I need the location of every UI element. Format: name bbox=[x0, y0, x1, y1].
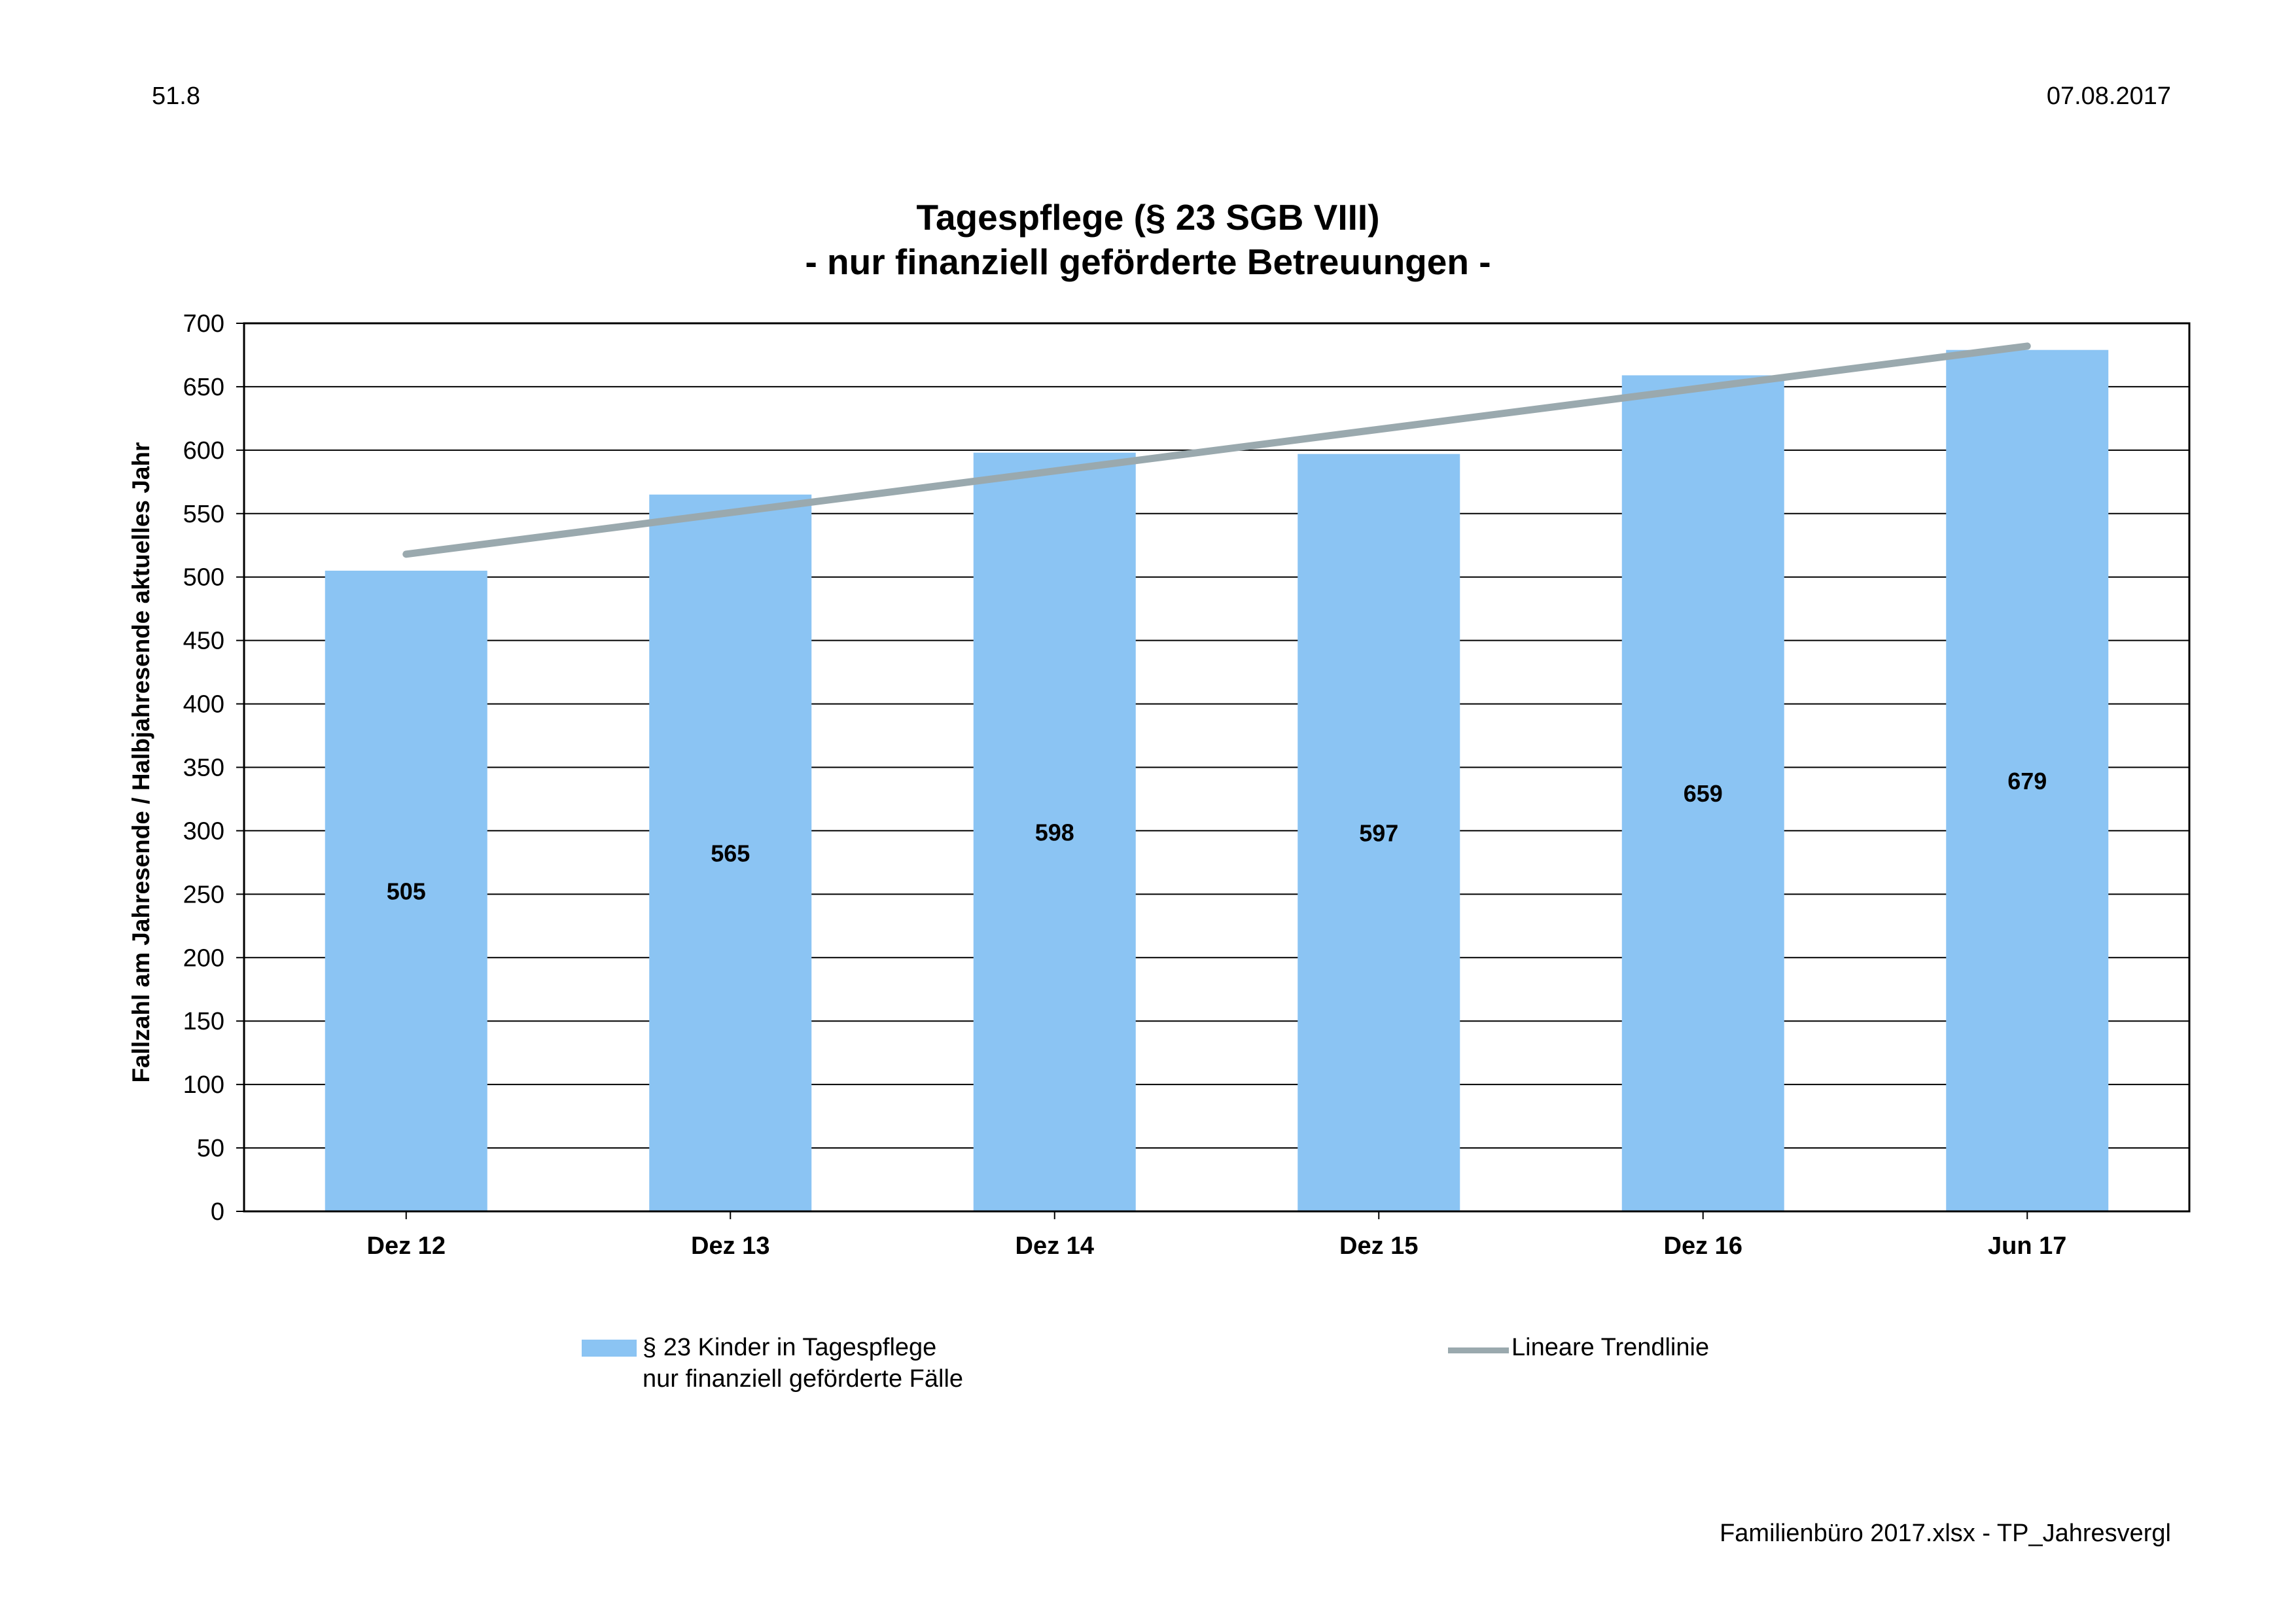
bar bbox=[973, 452, 1136, 1211]
y-tick-label: 400 bbox=[183, 691, 224, 719]
y-tick-label: 450 bbox=[183, 628, 224, 655]
chart-title: Tagespflege (§ 23 SGB VIII) bbox=[916, 197, 1380, 238]
y-tick-label: 50 bbox=[197, 1135, 224, 1162]
plot-frame bbox=[243, 322, 2191, 1213]
y-tick-label: 200 bbox=[183, 944, 224, 972]
bar-value-label: 597 bbox=[1359, 819, 1398, 846]
bar bbox=[1621, 375, 1784, 1211]
bar-value-label: 679 bbox=[2007, 768, 2047, 794]
y-tick-label: 300 bbox=[183, 817, 224, 845]
y-tick-label: 250 bbox=[183, 881, 224, 908]
page-number: 51.8 bbox=[152, 82, 200, 110]
x-tick-label: Jun 17 bbox=[1988, 1232, 2066, 1260]
chart-subtitle: - nur finanziell geförderte Betreuungen … bbox=[805, 241, 1491, 282]
trendline-layer bbox=[402, 342, 2031, 558]
x-tick-label: Dez 15 bbox=[1339, 1232, 1418, 1260]
data-labels: 505 565 598 597 659 679 bbox=[387, 768, 2047, 905]
bar-value-label: 565 bbox=[711, 840, 750, 866]
y-tick-label: 500 bbox=[183, 564, 224, 592]
y-tick-label: 150 bbox=[183, 1008, 224, 1035]
bar-value-label: 659 bbox=[1684, 780, 1723, 807]
legend-trendline-swatch bbox=[1448, 1347, 1509, 1353]
bar bbox=[325, 571, 487, 1211]
y-axis-label: Fallzahl am Jahresende / Halbjahresende … bbox=[128, 442, 154, 1083]
x-tick-label: Dez 16 bbox=[1664, 1232, 1742, 1260]
y-tick-label: 0 bbox=[211, 1198, 224, 1226]
y-tick-label: 550 bbox=[183, 501, 224, 528]
y-tick-label: 600 bbox=[183, 437, 224, 465]
y-tick-label: 700 bbox=[183, 310, 224, 338]
y-tick-label: 100 bbox=[183, 1071, 224, 1099]
legend-trendline-label: Lineare Trendlinie bbox=[1511, 1334, 1710, 1361]
x-tick-label: Dez 13 bbox=[691, 1232, 769, 1260]
page-date: 07.08.2017 bbox=[2046, 82, 2171, 110]
bar bbox=[1946, 349, 2109, 1212]
legend-bar-swatch bbox=[582, 1340, 637, 1357]
y-tick-label: 650 bbox=[183, 374, 224, 401]
grid-lines bbox=[244, 323, 2189, 1212]
trendline bbox=[402, 342, 2031, 558]
x-tick-label: Dez 12 bbox=[367, 1232, 446, 1260]
x-tick-label: Dez 14 bbox=[1016, 1232, 1094, 1260]
axes: 0 50 100 150 200 250 300 350 400 450 500 550 600 650 7… bbox=[183, 310, 2191, 1260]
y-tick-label: 350 bbox=[183, 755, 224, 782]
bar bbox=[1298, 454, 1460, 1211]
bar-value-label: 598 bbox=[1035, 819, 1074, 846]
bar bbox=[649, 494, 812, 1211]
bar-value-label: 505 bbox=[387, 878, 426, 905]
legend-bar-label-line1: § 23 Kinder in Tagespflege bbox=[643, 1334, 937, 1361]
legend-bar-label-line2: nur finanziell geförderte Fälle bbox=[643, 1365, 964, 1393]
footer-source: Familienbüro 2017.xlsx - TP_Jahresvergl bbox=[1720, 1520, 2171, 1547]
bars bbox=[325, 349, 2109, 1212]
